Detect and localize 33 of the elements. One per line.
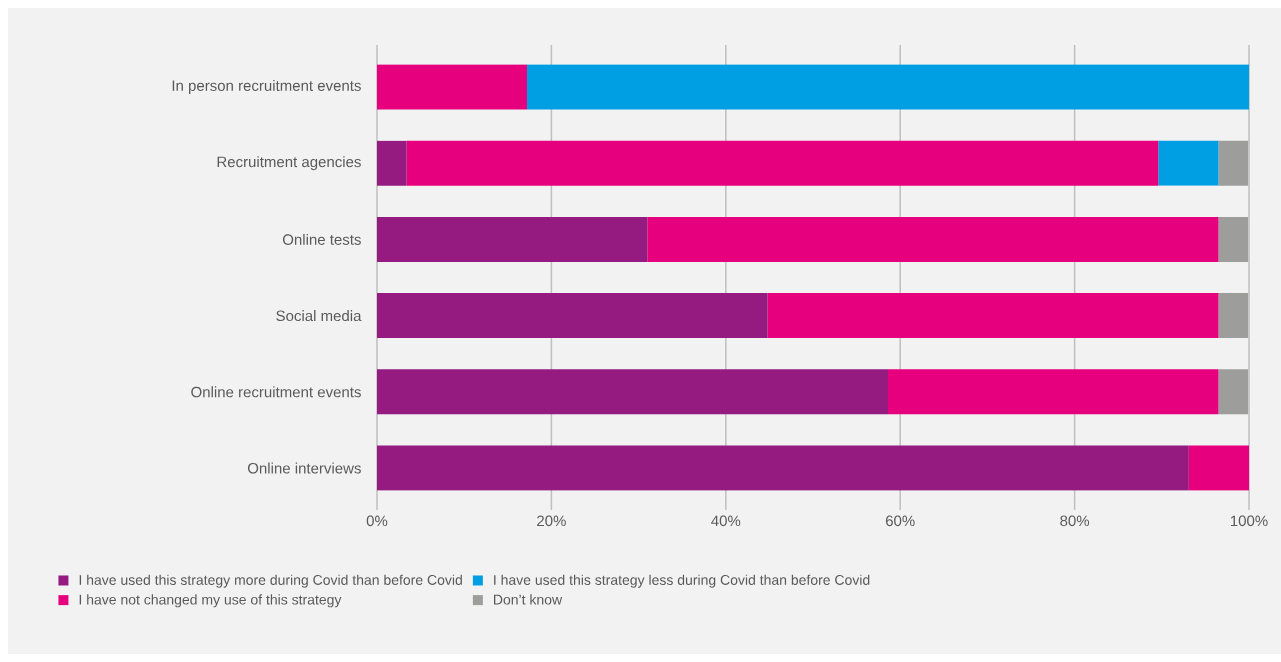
y-tick-label: Social media	[276, 310, 362, 322]
bar	[406, 140, 1159, 186]
bar	[1218, 369, 1249, 415]
bar	[377, 64, 527, 110]
bar	[377, 445, 1189, 491]
legend-label: Don’t know	[494, 594, 563, 605]
bar	[377, 369, 888, 415]
x-tick-label: 20%	[537, 515, 566, 527]
legend-label: I have used this strategy more during Covid than before Covid	[79, 574, 462, 588]
bar	[526, 64, 1250, 110]
y-tick-label: In person recruitment events	[172, 79, 361, 94]
y-tick-label: Online interviews	[247, 462, 361, 474]
bar	[1188, 445, 1250, 491]
x-tick-label: 40%	[711, 515, 741, 527]
bar	[377, 293, 768, 339]
x-tick-label: 60%	[885, 515, 915, 527]
legend-label: I have not changed my use of this strategy	[79, 594, 342, 608]
bar	[377, 140, 407, 186]
bar	[377, 216, 648, 262]
y-tick-label: Online recruitment events	[191, 386, 361, 398]
x-tick-label: 80%	[1060, 515, 1090, 527]
legend-label: I have used this strategy less during Covid than before Covid	[494, 574, 870, 588]
bar	[1218, 293, 1249, 339]
bar	[1158, 140, 1219, 186]
bar	[647, 216, 1219, 262]
bar	[1218, 216, 1249, 262]
x-tick-label: 0%	[366, 515, 388, 527]
bar	[767, 293, 1219, 339]
bar	[1218, 140, 1249, 186]
x-tick-label: 100%	[1230, 515, 1268, 527]
bar	[888, 369, 1219, 415]
y-tick-label: Online tests	[282, 233, 361, 245]
y-tick-label: Recruitment agencies	[217, 156, 361, 171]
